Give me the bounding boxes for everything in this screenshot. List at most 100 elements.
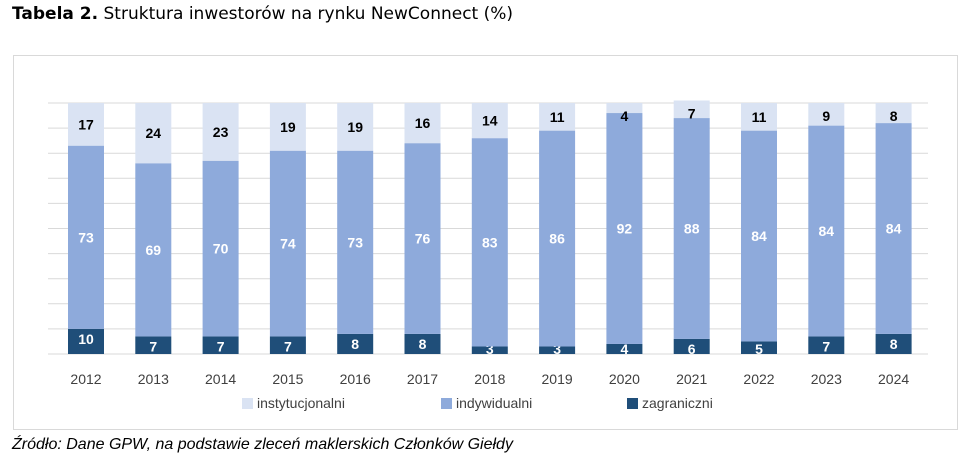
bar-zagraniczni (68, 328, 104, 354)
table-title: Tabela 2. Struktura inwestorów na rynku … (12, 4, 513, 24)
bar-instytucjonalni (68, 103, 104, 146)
bar-zagraniczni (202, 336, 239, 354)
bar-instytucjonalni (606, 103, 643, 114)
data-label-indywidualni: 76 (415, 231, 431, 247)
data-label-zagraniczni: 7 (217, 338, 225, 354)
data-label-instytucjonalni: 23 (213, 124, 229, 140)
data-label-indywidualni: 88 (684, 221, 700, 237)
bar-zagraniczni (875, 333, 912, 354)
bar-instytucjonalni (135, 103, 172, 164)
bar-indywidualni (135, 163, 172, 337)
data-label-instytucjonalni: 14 (482, 113, 498, 129)
data-label-indywidualni: 84 (819, 223, 835, 239)
data-label-indywidualni: 70 (213, 241, 229, 257)
data-label-instytucjonalni: 24 (146, 125, 162, 141)
data-label-zagraniczni: 3 (553, 341, 561, 357)
data-label-indywidualni: 83 (482, 234, 498, 250)
data-label-zagraniczni: 3 (486, 341, 494, 357)
chart-frame (13, 55, 958, 430)
x-tick-label: 2022 (743, 371, 774, 387)
x-tick-label: 2012 (70, 371, 101, 387)
data-label-indywidualni: 73 (347, 234, 363, 250)
bar-zagraniczni (337, 333, 374, 354)
data-label-indywidualni: 84 (886, 221, 902, 237)
data-label-instytucjonalni: 8 (890, 108, 898, 124)
bar-indywidualni (269, 150, 306, 337)
bar-zagraniczni (741, 341, 777, 354)
table-title-prefix: Tabela 2. (12, 4, 99, 24)
data-label-zagraniczni: 5 (755, 341, 763, 357)
data-label-zagraniczni: 10 (78, 331, 94, 347)
data-label-zagraniczni: 4 (621, 341, 629, 357)
data-label-instytucjonalni: 9 (822, 108, 830, 124)
data-label-zagraniczni: 7 (149, 338, 157, 354)
data-label-instytucjonalni: 19 (347, 119, 363, 135)
bar-indywidualni (68, 145, 104, 329)
data-label-indywidualni: 69 (146, 242, 162, 258)
data-label-zagraniczni: 8 (351, 336, 359, 352)
bar-indywidualni (202, 160, 239, 337)
bar-zagraniczni (135, 336, 172, 354)
data-label-zagraniczni: 8 (890, 336, 898, 352)
bar-indywidualni (808, 125, 845, 337)
bar-indywidualni (606, 113, 643, 344)
bar-zagraniczni (808, 336, 845, 354)
x-tick-label: 2016 (340, 371, 371, 387)
data-label-instytucjonalni: 19 (280, 119, 296, 135)
data-label-indywidualni: 74 (280, 236, 296, 252)
data-label-zagraniczni: 7 (822, 338, 830, 354)
x-tick-label: 2013 (138, 371, 169, 387)
data-label-indywidualni: 73 (78, 229, 94, 245)
x-tick-label: 2024 (878, 371, 909, 387)
legend-label-instytucjonalni: instytucjonalni (257, 395, 345, 411)
bar-instytucjonalni (202, 103, 239, 161)
bar-indywidualni (471, 138, 508, 347)
x-tick-label: 2018 (474, 371, 505, 387)
data-label-zagraniczni: 8 (419, 336, 427, 352)
bar-indywidualni (404, 143, 441, 334)
x-tick-label: 2020 (609, 371, 640, 387)
data-label-instytucjonalni: 11 (752, 109, 767, 125)
data-label-indywidualni: 86 (549, 231, 565, 247)
data-label-instytucjonalni: 17 (78, 116, 94, 132)
data-label-instytucjonalni: 4 (621, 108, 629, 124)
bar-indywidualni (741, 130, 777, 342)
x-tick-label: 2021 (676, 371, 707, 387)
bar-instytucjonalni (741, 103, 777, 131)
bar-instytucjonalni (337, 103, 374, 151)
bar-zagraniczni (606, 343, 643, 354)
bar-zagraniczni (539, 346, 576, 354)
x-tick-label: 2023 (811, 371, 842, 387)
bar-instytucjonalni (471, 103, 508, 139)
source-note: Źródło: Dane GPW, na podstawie zleceń ma… (12, 436, 513, 453)
table-title-text: Struktura inwestorów na rynku NewConnect… (103, 4, 514, 24)
x-tick-label: 2015 (272, 371, 303, 387)
bar-instytucjonalni (269, 103, 306, 151)
data-label-zagraniczni: 6 (688, 341, 696, 357)
bar-indywidualni (539, 130, 576, 347)
data-label-instytucjonalni: 7 (688, 105, 696, 121)
data-label-instytucjonalni: 11 (550, 109, 565, 125)
legend-swatch-zagraniczni (627, 398, 638, 409)
bar-instytucjonalni (875, 103, 912, 124)
bar-indywidualni (875, 123, 912, 334)
x-tick-label: 2017 (407, 371, 438, 387)
bar-instytucjonalni (539, 103, 576, 131)
data-label-zagraniczni: 7 (284, 338, 292, 354)
bar-zagraniczni (471, 346, 508, 354)
data-label-indywidualni: 92 (617, 221, 633, 237)
bar-instytucjonalni (673, 100, 710, 119)
x-tick-label: 2019 (542, 371, 573, 387)
legend-label-indywidualni: indywidualni (456, 395, 532, 411)
bar-indywidualni (337, 150, 374, 334)
data-label-indywidualni: 84 (751, 228, 767, 244)
bar-zagraniczni (269, 336, 306, 354)
bar-zagraniczni (673, 338, 710, 354)
bar-zagraniczni (404, 333, 441, 354)
legend-swatch-indywidualni (441, 398, 452, 409)
bar-instytucjonalni (808, 103, 845, 126)
data-label-instytucjonalni: 16 (415, 115, 431, 131)
bar-indywidualni (673, 118, 710, 339)
x-tick-label: 2014 (205, 371, 236, 387)
